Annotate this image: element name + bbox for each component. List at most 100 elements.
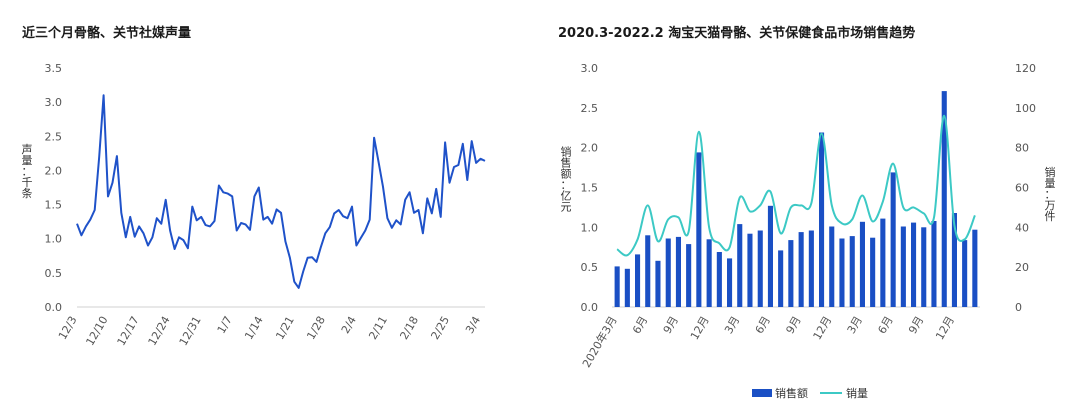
bar-sales-amount xyxy=(870,237,876,307)
x-tick-label: 3/4 xyxy=(463,314,483,336)
bar-sales-amount xyxy=(757,230,763,307)
legend-swatch-sales-amount xyxy=(752,389,772,397)
x-tick-label: 12月 xyxy=(811,314,835,342)
y-right-tick-label: 20 xyxy=(1015,261,1029,274)
x-tick-label: 9月 xyxy=(661,314,681,336)
x-tick-label: 9月 xyxy=(906,314,926,336)
bar-sales-amount xyxy=(645,235,651,307)
bar-sales-amount xyxy=(880,218,886,307)
x-tick-label: 12/17 xyxy=(115,314,142,348)
y-axis-title-char: 声 xyxy=(22,142,33,156)
bar-sales-amount xyxy=(614,266,620,307)
y-left-tick-label: 1.5 xyxy=(581,182,599,195)
y-axis-title-char: 条 xyxy=(22,186,33,200)
bar-sales-amount xyxy=(747,233,753,307)
y-left-tick-label: 2.0 xyxy=(581,142,599,155)
y-right-axis-title-char: 件 xyxy=(1045,210,1056,223)
bar-sales-amount xyxy=(778,250,784,307)
y-left-tick-label: 3.0 xyxy=(581,62,599,75)
series-line-volume xyxy=(76,94,486,289)
y-tick-label: 0.5 xyxy=(45,267,63,280)
bar-sales-amount xyxy=(696,152,702,307)
bar-sales-amount xyxy=(716,252,722,307)
x-tick-label: 12/3 xyxy=(56,314,80,342)
bar-sales-amount xyxy=(706,239,712,307)
y-axis-title: 声量：千条 xyxy=(22,142,33,200)
bar-sales-amount xyxy=(849,236,855,307)
x-tick-label: 2/4 xyxy=(339,314,359,336)
bar-sales-amount xyxy=(686,244,692,307)
y-axis-title-char: 千 xyxy=(22,176,33,189)
bar-sales-amount xyxy=(931,221,937,307)
y-tick-label: 2.5 xyxy=(45,130,63,143)
y-right-tick-label: 80 xyxy=(1015,142,1029,155)
y-tick-label: 1.5 xyxy=(45,199,63,212)
y-right-tick-label: 40 xyxy=(1015,221,1029,234)
bar-sales-amount xyxy=(624,268,630,307)
bar-sales-amount xyxy=(951,213,957,307)
y-right-tick-label: 60 xyxy=(1015,182,1029,195)
y-left-axis-title-char: 销 xyxy=(561,145,572,159)
bar-sales-amount xyxy=(808,230,814,307)
x-tick-label: 1/14 xyxy=(242,314,266,342)
bar-sales-amount xyxy=(767,205,773,307)
bar-sales-amount xyxy=(859,221,865,307)
x-tick-label: 3月 xyxy=(722,314,742,336)
legend: 销售额 销量 xyxy=(752,386,868,400)
y-right-tick-label: 120 xyxy=(1015,62,1036,75)
right-chart-title: 2020.3-2022.2 淘宝天猫骨骼、关节保健食品市场销售趋势 xyxy=(558,26,916,41)
y-left-axis-title-char: 额 xyxy=(561,168,572,181)
bar-sales-amount xyxy=(737,224,743,307)
y-right-axis-title: 销量：万件 xyxy=(1045,165,1056,223)
x-tick-label: 1/7 xyxy=(215,314,235,336)
x-tick-label: 6月 xyxy=(753,314,773,336)
bar-sales-amount xyxy=(829,226,835,307)
left-line-chart: 0.00.51.01.52.02.53.03.512/3 12/10 12/17 12… xyxy=(22,62,486,348)
right-bar-line-chart: 0.0 0.5 1.0 1.5 2.0 2.5 3.0 0 20 40 60 80 100 120 2020… xyxy=(561,62,1056,370)
series-line-sales-volume xyxy=(616,114,976,257)
y-left-axis-title-char: 售 xyxy=(561,156,572,170)
y-left-axis-title-char: ： xyxy=(561,179,572,192)
y-left-axis-title: 销售额：亿元 xyxy=(561,145,572,214)
y-right-axis-title-char: 量 xyxy=(1045,177,1056,190)
x-tick-label: 12月 xyxy=(688,314,712,342)
x-tick-label: 6月 xyxy=(630,314,650,336)
bar-sales-amount xyxy=(675,236,681,307)
y-left-tick-label: 1.0 xyxy=(581,221,599,234)
x-tick-label: 2/11 xyxy=(366,314,390,342)
x-tick-label: 12/24 xyxy=(146,314,173,348)
bar-sales-amount xyxy=(727,258,733,307)
x-tick-label: 2020年3月 xyxy=(579,313,620,369)
legend-label-sales-volume: 销量 xyxy=(846,386,868,400)
y-right-axis-title-char: ： xyxy=(1045,188,1056,201)
x-tick-label: 1/21 xyxy=(273,314,297,342)
x-tick-label: 12月 xyxy=(933,314,957,342)
y-right-tick-label: 100 xyxy=(1015,102,1036,115)
bar-sales-amount xyxy=(655,260,661,307)
y-right-axis-title-char: 销 xyxy=(1045,165,1056,179)
bar-sales-amount xyxy=(921,227,927,307)
x-tick-label: 6月 xyxy=(875,314,895,336)
bar-sales-amount xyxy=(911,222,917,307)
y-left-axis-title-char: 元 xyxy=(561,201,572,214)
bar-sales-amount xyxy=(788,240,794,307)
left-chart-title: 近三个月骨骼、关节社媒声量 xyxy=(22,26,192,41)
bar-sales-amount xyxy=(635,254,641,307)
y-right-axis-title-char: 万 xyxy=(1045,199,1056,212)
y-tick-label: 3.0 xyxy=(45,96,63,109)
y-tick-label: 3.5 xyxy=(45,62,63,75)
bar-sales-amount xyxy=(900,226,906,307)
y-tick-label: 0.0 xyxy=(45,301,63,314)
x-tick-label: 2/18 xyxy=(397,314,421,342)
bar-sales-amount xyxy=(665,238,671,307)
x-tick-label: 2/25 xyxy=(428,314,452,342)
x-tick-label: 3月 xyxy=(845,314,865,336)
legend-label-sales-amount: 销售额 xyxy=(775,386,808,400)
y-left-tick-label: 0.0 xyxy=(581,301,599,314)
y-tick-label: 2.0 xyxy=(45,164,63,177)
x-tick-label: 1/28 xyxy=(304,314,328,342)
x-tick-label: 9月 xyxy=(783,314,803,336)
bar-sales-amount xyxy=(972,229,978,307)
bar-sales-amount xyxy=(798,232,804,307)
y-axis-title-char: ： xyxy=(22,165,33,178)
